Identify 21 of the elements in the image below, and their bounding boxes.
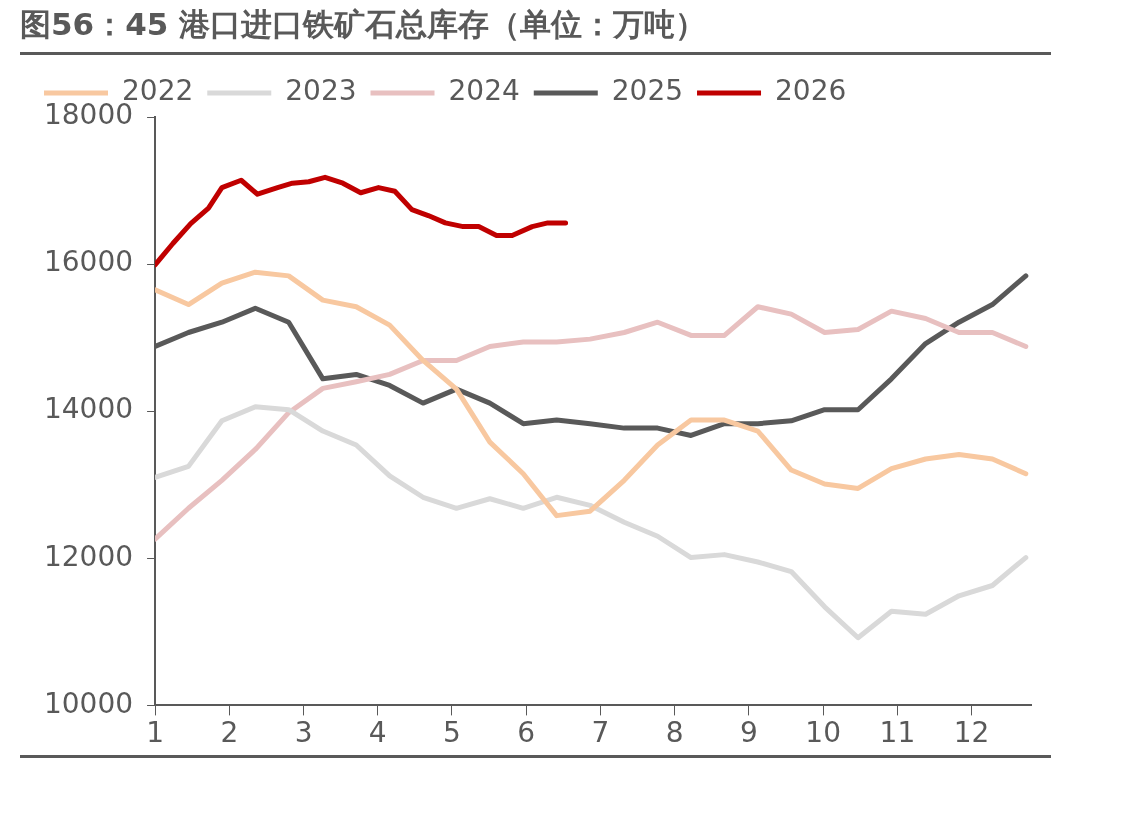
y-tick-label: 10000 [43, 686, 134, 720]
x-tick-label: 3 [294, 716, 313, 750]
legend-label: 2023 [285, 74, 357, 108]
x-tick-label: 7 [591, 716, 610, 750]
x-tick-label: 6 [517, 716, 536, 750]
x-tick-label: 8 [665, 716, 684, 750]
y-tick-label: 12000 [43, 539, 134, 573]
chart-title: 图56：45 港口进口铁矿石总库存（单位：万吨） [20, 4, 1051, 55]
x-tick-label: 4 [368, 716, 387, 750]
x-tick-label: 10 [805, 716, 841, 750]
x-tick-label: 1 [146, 716, 164, 750]
x-tick-label: 12 [953, 716, 990, 750]
x-tick-label: 11 [879, 716, 916, 750]
x-tick-label: 5 [443, 716, 461, 750]
legend-label: 2026 [775, 74, 847, 108]
y-tick-label: 14000 [43, 392, 134, 426]
legend-label: 2024 [448, 74, 520, 108]
y-tick-label: 16000 [43, 245, 134, 279]
x-tick-label: 2 [220, 716, 239, 750]
legend-label: 2025 [611, 74, 684, 108]
x-tick-label: 9 [740, 716, 758, 750]
